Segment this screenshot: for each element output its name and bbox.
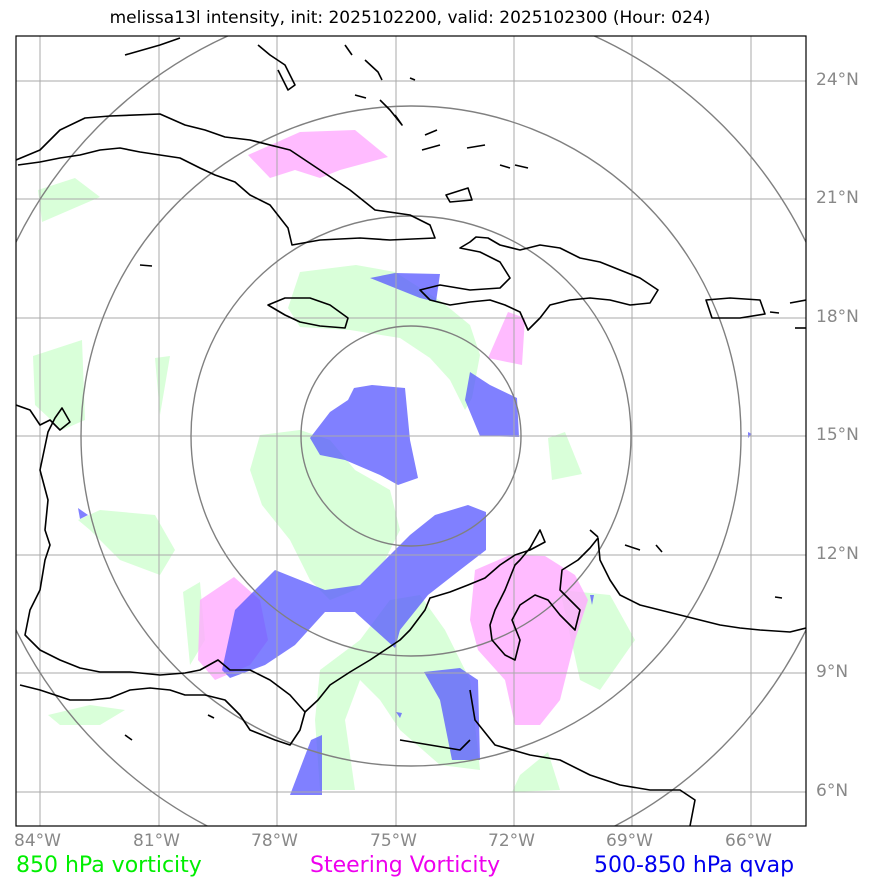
latlon-grid [16,36,806,826]
map-area [16,36,806,826]
map-frame [15,35,807,827]
legend-qvap: 500-850 hPa qvap [594,853,795,878]
qvap-layer [78,273,752,795]
lat-label: 21°N [816,188,859,208]
lon-label: 81°W [133,831,180,851]
lat-label: 18°N [816,307,859,327]
lon-label: 72°W [488,831,535,851]
lat-label: 12°N [816,544,859,564]
lat-label: 24°N [816,70,859,90]
lat-label: 15°N [816,425,859,445]
map-title: melissa13l intensity, init: 2025102200, … [109,8,711,28]
lon-label: 66°W [725,831,772,851]
coastlines [16,37,806,826]
legend-steering-vorticity: Steering Vorticity [310,853,501,878]
lon-label: 69°W [606,831,653,851]
lat-label: 9°N [816,662,849,682]
lat-label: 6°N [816,781,849,801]
lon-label: 75°W [370,831,417,851]
lon-label: 84°W [14,831,61,851]
legend-vorticity-850: 850 hPa vorticity [16,853,202,878]
lon-label: 78°W [251,831,298,851]
